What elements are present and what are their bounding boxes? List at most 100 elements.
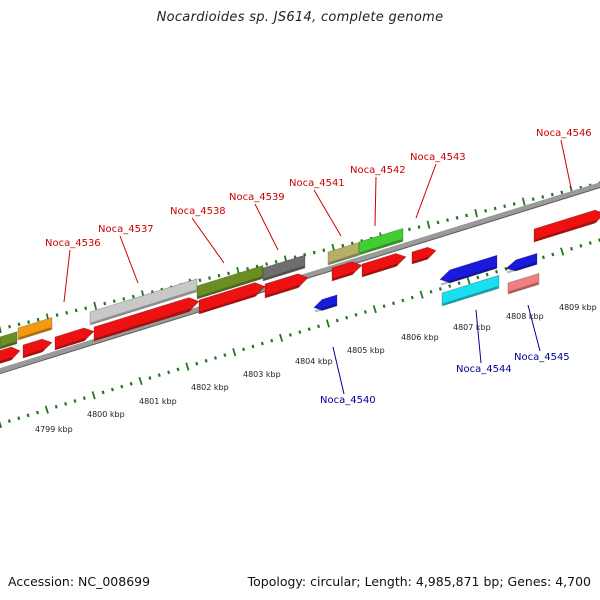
tick-minor	[541, 255, 545, 260]
tick-minor	[354, 312, 358, 317]
tick-minor	[148, 376, 152, 380]
tick-minor	[265, 262, 269, 266]
gene-feature-shade	[506, 262, 537, 274]
kbp-label: 4803 kbp	[243, 370, 281, 379]
tick-minor	[550, 192, 554, 197]
callout-line	[415, 163, 437, 219]
callout-line	[63, 249, 71, 303]
tick-minor	[476, 275, 480, 280]
tick-minor	[73, 399, 77, 403]
tick-minor	[560, 190, 564, 195]
kbp-label: 4800 kbp	[87, 410, 125, 419]
tick-minor	[317, 324, 321, 329]
tick-minor	[335, 318, 339, 323]
callout-line	[332, 346, 345, 395]
gene-feature-shade	[265, 284, 301, 298]
gene-label: Noca_4544	[456, 364, 512, 375]
gene-label: Noca_4546	[536, 128, 592, 139]
accession-text: Accession: NC_008699	[8, 574, 151, 589]
tick-minor	[54, 404, 58, 409]
tick-minor	[112, 299, 116, 304]
tick-minor	[448, 284, 452, 288]
gene-label: Noca_4542	[350, 165, 406, 176]
tick-major	[325, 319, 330, 328]
callout-line	[119, 235, 139, 284]
tick-minor	[579, 244, 583, 248]
gene-feature	[17, 317, 53, 341]
kbp-label: 4809 kbp	[559, 303, 597, 312]
tick-minor	[410, 295, 414, 300]
gene-features	[0, 209, 600, 364]
tick-minor	[408, 227, 411, 232]
tick-minor	[84, 306, 88, 310]
tick-minor	[307, 327, 311, 332]
genome-summary-text: Topology: circular; Length: 4,985,871 bp…	[247, 574, 591, 589]
tick-minor	[270, 338, 274, 343]
tick-minor	[7, 419, 11, 423]
gene-feature-shade	[534, 219, 598, 242]
gene-feature	[358, 227, 404, 256]
gene-feature-shade	[508, 282, 539, 294]
tick-major	[93, 301, 98, 310]
gene-label: Noca_4538	[170, 206, 226, 217]
tick-minor	[101, 390, 105, 395]
gene-feature	[505, 252, 538, 272]
callout-line	[560, 139, 572, 189]
tick-minor	[274, 259, 278, 264]
tick-minor	[495, 269, 499, 274]
gene-feature-shade	[442, 286, 499, 306]
tick-minor	[465, 213, 469, 218]
tick-minor	[27, 320, 31, 324]
callout-line	[313, 189, 342, 237]
tick-minor	[484, 209, 488, 213]
tick-minor	[288, 333, 292, 337]
tick-minor	[455, 215, 459, 220]
gene-feature-shade	[440, 266, 497, 286]
tick-minor	[485, 272, 489, 277]
tick-minor	[195, 361, 199, 366]
kbp-label: 4804 kbp	[295, 357, 333, 366]
tick-minor	[55, 313, 59, 317]
gene-feature	[411, 246, 437, 265]
tick-minor	[570, 246, 574, 251]
tick-minor	[167, 370, 171, 375]
gene-feature	[93, 297, 200, 342]
tick-major	[419, 290, 424, 299]
gene-feature-shade	[314, 303, 337, 313]
tick-major	[91, 391, 96, 400]
tick-minor	[512, 202, 516, 206]
gene-feature	[22, 338, 53, 359]
gene-feature	[361, 253, 407, 278]
tick-major	[44, 405, 49, 414]
tick-minor	[26, 413, 30, 418]
tick-minor	[429, 289, 433, 294]
gene-feature	[262, 254, 306, 282]
gene-feature	[0, 346, 21, 364]
tick-minor	[438, 287, 442, 291]
tick-minor	[382, 304, 386, 309]
tick-minor	[391, 301, 396, 306]
gene-feature-shade	[18, 327, 52, 340]
tick-minor	[345, 315, 349, 320]
gene-feature	[533, 209, 600, 243]
tick-minor	[122, 297, 126, 301]
tick-minor	[227, 271, 230, 276]
kbp-label: 4802 kbp	[191, 383, 229, 392]
kbp-label: 4806 kbp	[401, 333, 439, 342]
gene-feature-shade	[94, 308, 192, 341]
gene-feature-shade	[90, 289, 197, 325]
tick-minor	[36, 317, 40, 322]
outer-tick-ring	[0, 181, 600, 334]
tick-minor	[120, 384, 124, 389]
kbp-label: 4799 kbp	[35, 425, 73, 434]
tick-minor	[260, 341, 264, 346]
tick-minor	[531, 197, 535, 202]
gene-feature-shade	[263, 265, 305, 281]
gene-feature-shade	[197, 276, 263, 299]
gene-feature	[313, 294, 338, 311]
tick-major	[232, 348, 237, 357]
gene-label: Noca_4539	[229, 192, 285, 203]
tick-major	[0, 325, 2, 334]
